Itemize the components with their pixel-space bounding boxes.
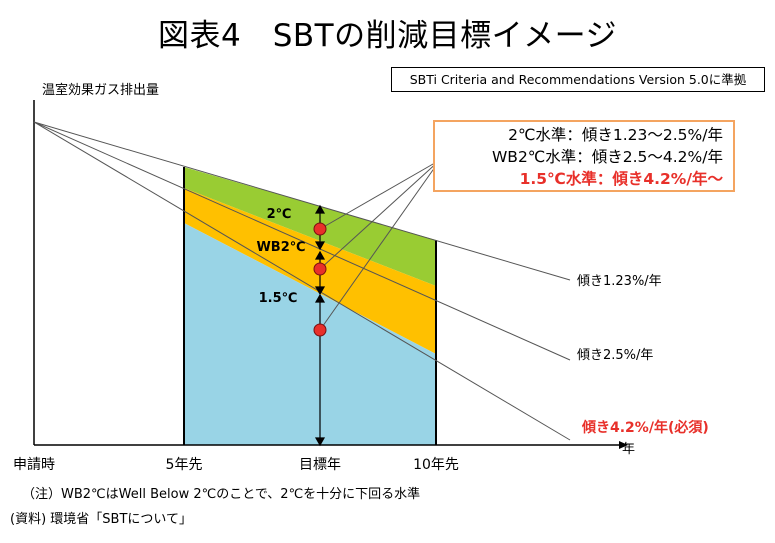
legend-row-2c: 2℃水準：傾き1.23～2.5%/年 [445,124,723,146]
legend-row-1-5c: 1.5℃水準：傾き4.2%/年～ [445,168,723,190]
zone-label-1-5c: 1.5℃ [259,291,298,306]
legend-name: 1.5℃水準 [519,170,597,188]
zone-1-5c [184,223,436,445]
marker-2c [313,222,327,236]
slope-4-2-line [33,121,571,441]
legend-value: 傾き4.2%/年～ [612,170,723,188]
source-note: (資料) 環境省「SBTについて」 [10,512,192,527]
marker-wb2c [313,262,327,276]
legend-separator: ： [566,126,582,144]
zone-label-2c: 2℃ [267,207,292,222]
legend-value: 傾き1.23～2.5%/年 [581,126,723,144]
line-label-4-2: 傾き4.2%/年(必須) [581,419,709,436]
legend-row-wb2c: WB2℃水準：傾き2.5～4.2%/年 [445,146,723,168]
legend-box: 2℃水準：傾き1.23～2.5%/年 WB2℃水準：傾き2.5～4.2%/年 1… [433,120,735,192]
zone-wb2c [184,188,436,354]
x-tick-application: 申請時 [13,457,55,473]
callout-lines [319,159,441,331]
legend-value: 傾き2.5～4.2%/年 [591,148,723,166]
zone-2c [184,167,436,286]
zone-label-wb2c: WB2℃ [256,240,305,255]
x-tick-5-years: 5年先 [166,457,203,473]
marker-1-5c [313,323,327,337]
line-label-2-5: 傾き2.5%/年 [577,348,653,363]
x-tick-10-years: 10年先 [413,457,459,473]
slope-1-23-line [33,121,571,281]
legend-separator: ： [596,170,613,188]
x-axis-label: 年 [622,442,635,457]
y-axis-label: 温室効果ガス排出量 [42,82,159,98]
x-axis-arrow-icon [619,441,628,449]
legend-name: 2℃水準 [508,126,567,144]
legend-separator: ： [576,148,592,166]
legend-name: WB2℃水準 [491,148,577,166]
line-label-1-23: 傾き1.23%/年 [577,274,662,289]
figure-title: 図表4 SBTの削減目標イメージ [158,18,617,54]
footnote: （注）WB2℃はWell Below 2℃のことで、2℃を十分に下回る水準 [22,487,421,502]
source-badge: SBTi Criteria and Recommendations Versio… [391,67,765,92]
x-tick-target-year: 目標年 [299,457,341,473]
slope-2-5-line [33,121,571,361]
